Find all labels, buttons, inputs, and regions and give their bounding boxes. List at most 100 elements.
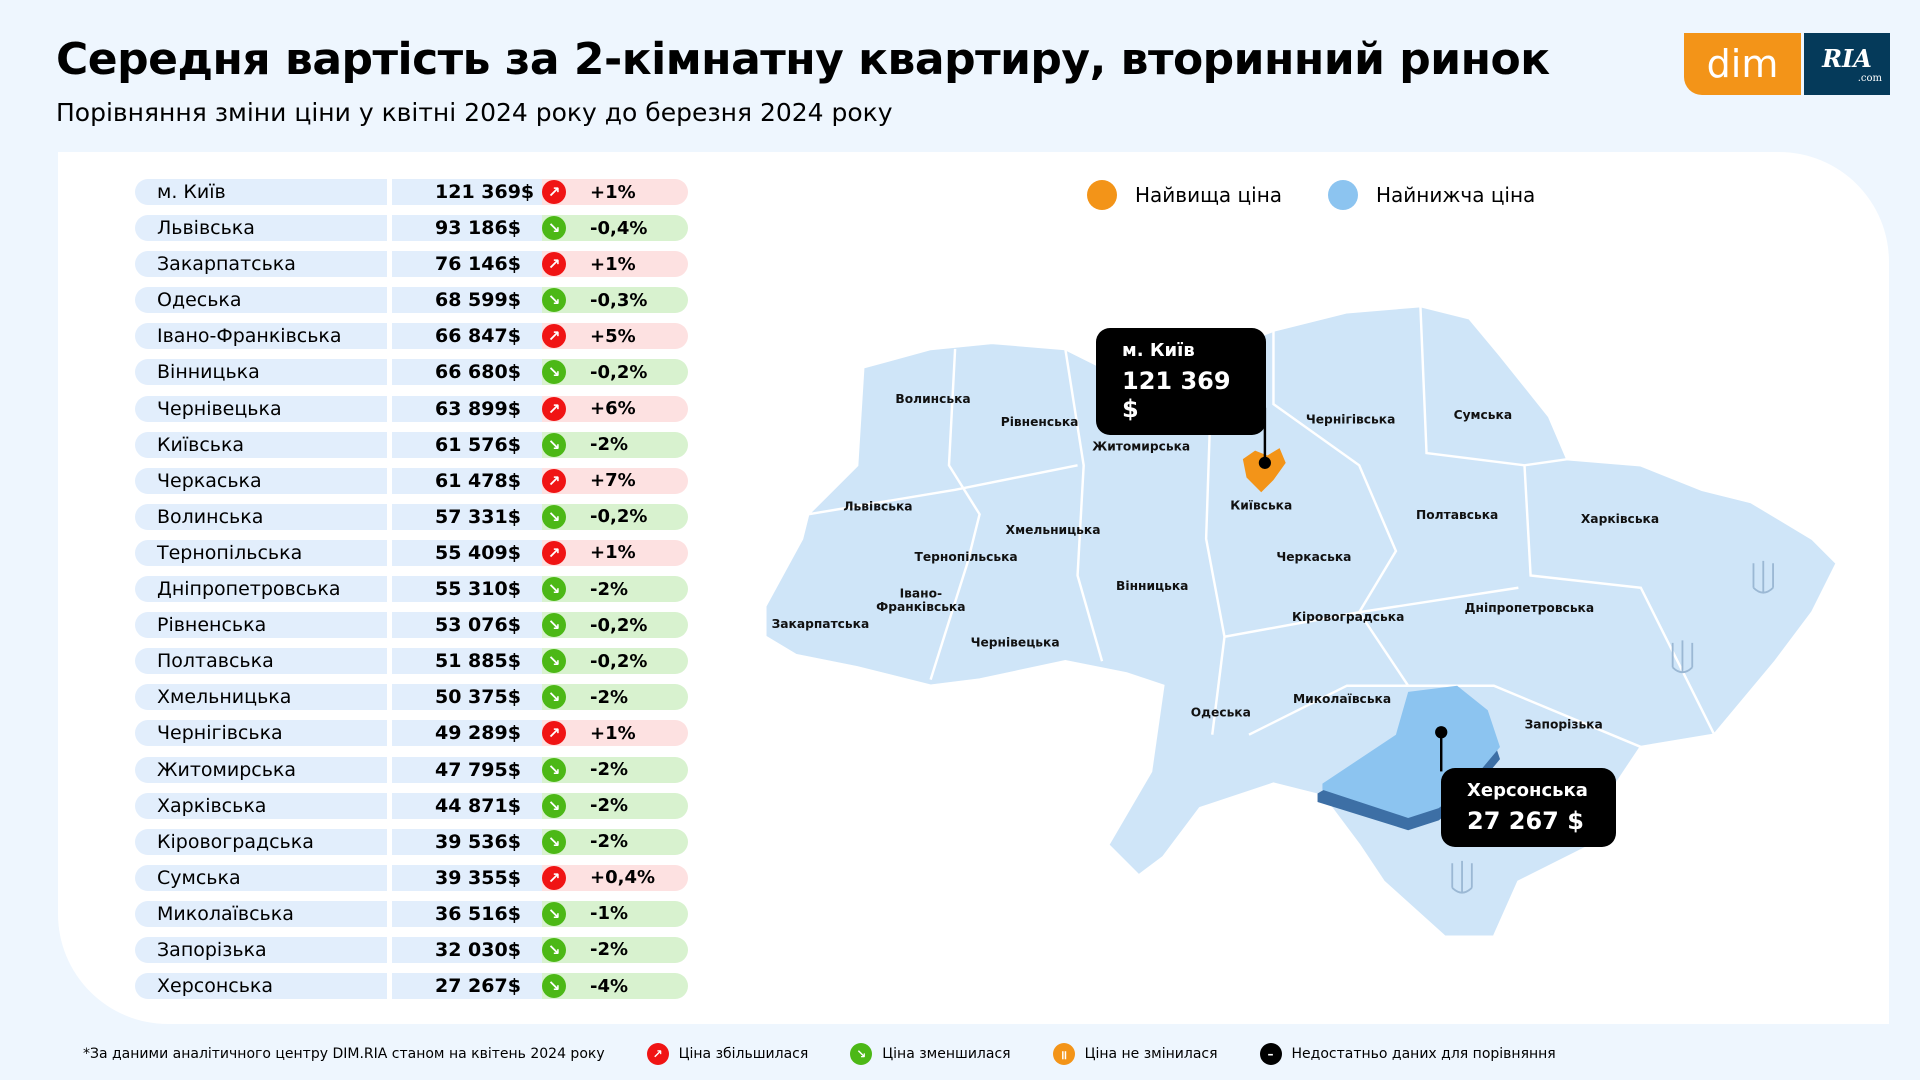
- region-price: 61 576$: [392, 431, 552, 458]
- arrow-up-icon: ↗: [542, 252, 566, 277]
- table-row: Полтавська 51 885$ ↘ -0,2%: [135, 648, 688, 675]
- kyiv-marker: [1258, 456, 1272, 469]
- arrow-down-icon: ↘: [850, 1043, 873, 1065]
- arrow-down-icon: ↘: [542, 613, 566, 638]
- pause-icon: ॥: [1052, 1043, 1075, 1065]
- map-region-label: Вінницька: [1116, 579, 1188, 593]
- arrow-down-icon: ↘: [542, 360, 566, 385]
- region-price: 50 375$: [392, 684, 552, 711]
- table-row: Івано-Франківська 66 847$ ↗ +5%: [135, 323, 688, 350]
- region-price: 55 310$: [392, 576, 552, 603]
- table-row: Одеська 68 599$ ↘ -0,3%: [135, 287, 688, 314]
- footer-nodata-label: Недостатньо даних для порівняння: [1291, 1046, 1556, 1062]
- region-change: ↗ +7%: [542, 467, 688, 494]
- kherson-callout-name: Херсонська: [1467, 780, 1588, 801]
- kyiv-city-highlight: [1242, 448, 1286, 493]
- change-value: -2%: [590, 686, 629, 708]
- region-change: ↗ +1%: [542, 179, 688, 205]
- dim-ria-logo: dim RIA .com: [1684, 33, 1890, 95]
- map-region-label: Черкаська: [1276, 550, 1351, 564]
- table-row: м. Київ 121 369$ ↗ +1%: [135, 179, 688, 205]
- kherson-callout: Херсонська 27 267 $: [1441, 768, 1616, 847]
- region-price: 39 355$: [392, 864, 552, 891]
- region-change: ↘ -0,3%: [542, 287, 688, 314]
- change-value: -0,3%: [590, 289, 648, 311]
- change-value: +1%: [590, 253, 636, 275]
- change-value: +6%: [590, 398, 636, 420]
- region-name: Львівська: [135, 215, 387, 242]
- table-row: Запорізька 32 030$ ↘ -2%: [135, 936, 688, 963]
- change-value: -2%: [590, 578, 629, 600]
- arrow-down-icon: ↘: [542, 829, 566, 854]
- region-change: ↘ -0,4%: [542, 215, 688, 242]
- region-name: Полтавська: [135, 648, 387, 675]
- footer-legend-up: ↗ Ціна збільшилася: [646, 1043, 808, 1065]
- logo-ria-text: RIA: [1822, 44, 1872, 73]
- arrow-down-icon: ↘: [542, 937, 566, 962]
- footer: *За даними аналітичного центру DIM.RIA с…: [83, 1043, 1556, 1065]
- table-row: Миколаївська 36 516$ ↘ -1%: [135, 900, 688, 927]
- footer-legend-down: ↘ Ціна зменшилася: [850, 1043, 1011, 1065]
- legend-lowest-label: Найнижча ціна: [1376, 183, 1536, 207]
- map-region-label: Львівська: [843, 500, 912, 514]
- region-price: 39 536$: [392, 828, 552, 855]
- arrow-down-icon: ↘: [542, 288, 566, 313]
- kherson-callout-value: 27 267 $: [1467, 807, 1584, 835]
- footer-legend-same: ॥ Ціна не змінилася: [1052, 1043, 1218, 1065]
- map-region-label: Закарпатська: [772, 617, 870, 631]
- highest-dot: [1087, 180, 1117, 210]
- region-price: 53 076$: [392, 612, 552, 639]
- arrow-down-icon: ↘: [542, 901, 566, 926]
- change-value: -2%: [590, 795, 629, 817]
- logo-ria-sub: .com: [1857, 73, 1882, 84]
- region-change: ↘ -2%: [542, 936, 688, 963]
- region-price: 44 871$: [392, 792, 552, 819]
- legend-highest-label: Найвища ціна: [1135, 183, 1283, 207]
- change-value: +1%: [590, 722, 636, 744]
- region-name: Херсонська: [135, 973, 387, 1000]
- region-price: 27 267$: [392, 973, 552, 1000]
- map-region-label: Волинська: [895, 392, 970, 406]
- table-row: Львівська 93 186$ ↘ -0,4%: [135, 215, 688, 242]
- region-change: ↘ -2%: [542, 576, 688, 603]
- region-price: 68 599$: [392, 287, 552, 314]
- region-change: ↗ +0,4%: [542, 864, 688, 891]
- logo-dim: dim: [1684, 33, 1801, 95]
- region-name: Житомирська: [135, 756, 387, 783]
- map-region-label: Київська: [1230, 498, 1292, 512]
- region-name: Рівненська: [135, 612, 387, 639]
- region-price: 32 030$: [392, 936, 552, 963]
- region-change: ↘ -0,2%: [542, 359, 688, 386]
- table-row: Закарпатська 76 146$ ↗ +1%: [135, 251, 688, 278]
- map-region-label: Харківська: [1581, 512, 1659, 526]
- change-value: -2%: [590, 759, 629, 780]
- region-change: ↗ +5%: [542, 323, 688, 350]
- region-name: Дніпропетровська: [135, 576, 387, 603]
- map-region-label: Одеська: [1191, 705, 1251, 719]
- footer-note: *За даними аналітичного центру DIM.RIA с…: [83, 1046, 605, 1062]
- change-value: +1%: [590, 542, 636, 564]
- region-name: Івано-Франківська: [135, 323, 387, 350]
- footer-down-label: Ціна зменшилася: [882, 1046, 1011, 1062]
- map-region-label: Чернівецька: [971, 636, 1060, 650]
- map-region-label: Сумська: [1454, 408, 1513, 422]
- map-region-label: Полтавська: [1416, 508, 1498, 522]
- region-change: ↘ -2%: [542, 828, 688, 855]
- region-name: Чернігівська: [135, 720, 387, 747]
- arrow-up-icon: ↗: [646, 1043, 669, 1065]
- region-name: Миколаївська: [135, 900, 387, 927]
- arrow-down-icon: ↘: [542, 432, 566, 457]
- kherson-marker: [1435, 726, 1448, 739]
- map-region-label: Дніпропетровська: [1465, 601, 1594, 615]
- minus-icon: –: [1259, 1043, 1282, 1065]
- logo-ria: RIA .com: [1804, 33, 1890, 95]
- region-change: ↘ -2%: [542, 756, 688, 783]
- region-change: ↘ -2%: [542, 431, 688, 458]
- arrow-down-icon: ↘: [542, 685, 566, 710]
- region-change: ↗ +6%: [542, 395, 688, 422]
- arrow-up-icon: ↗: [542, 721, 566, 746]
- arrow-down-icon: ↘: [542, 216, 566, 241]
- region-name: Запорізька: [135, 936, 387, 963]
- region-name: Хмельницька: [135, 684, 387, 711]
- region-name: Вінницька: [135, 359, 387, 386]
